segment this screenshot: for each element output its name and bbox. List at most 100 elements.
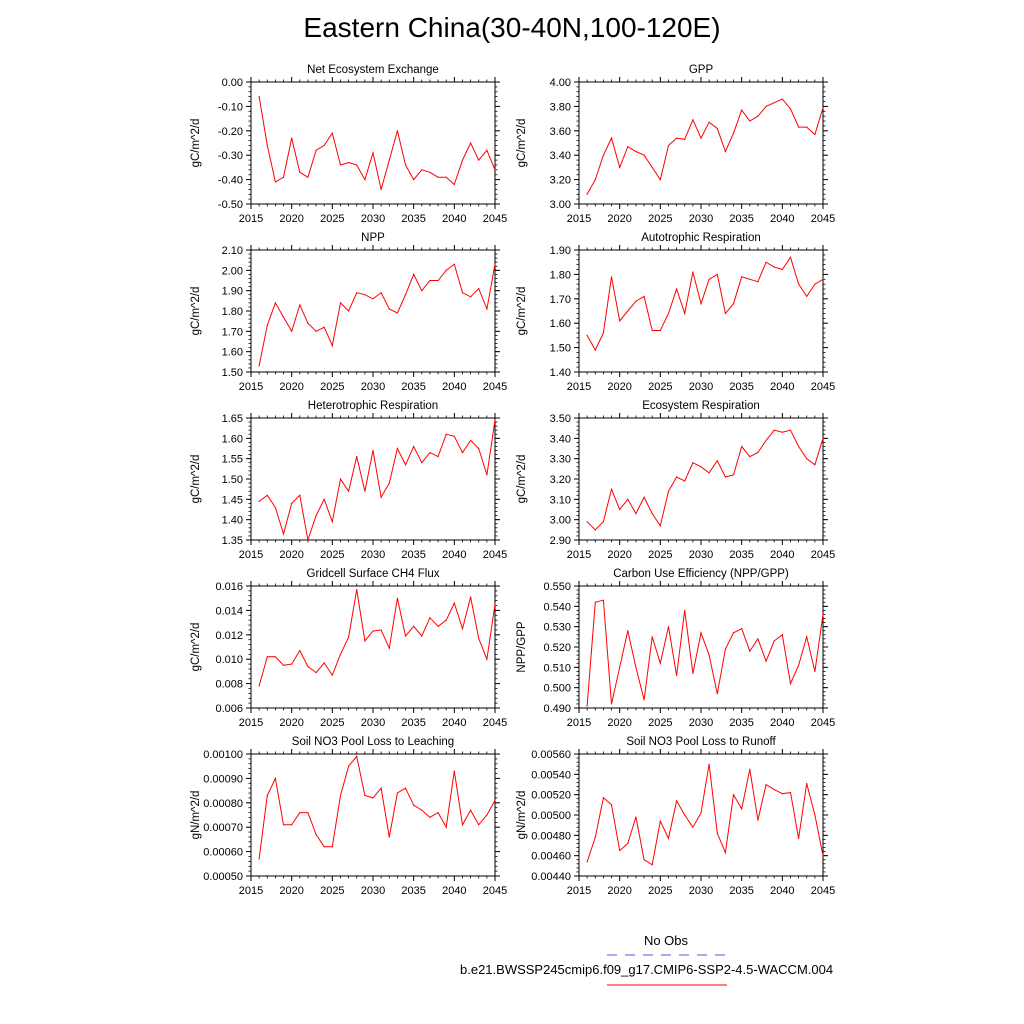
y-tick-label: 1.40 <box>550 367 571 379</box>
data-point <box>643 154 645 156</box>
data-point <box>372 630 374 632</box>
data-point <box>781 98 783 100</box>
data-point <box>627 310 629 312</box>
series-line <box>258 589 496 687</box>
data-point <box>822 613 824 616</box>
data-point <box>676 137 678 139</box>
x-tick-label: 2025 <box>320 549 344 561</box>
data-point <box>708 278 710 280</box>
x-tick-label: 2025 <box>648 213 672 225</box>
y-tick-label: 4.00 <box>550 77 571 89</box>
y-tick-label: 0.00100 <box>203 749 243 761</box>
y-tick-label: 3.00 <box>550 199 571 211</box>
y-tick-label: 3.20 <box>550 474 571 486</box>
data-point <box>323 846 325 848</box>
data-point <box>651 166 653 168</box>
data-point <box>659 820 661 822</box>
data-point <box>708 121 710 123</box>
chart-panel: Carbon Use Efficiency (NPP/GPP) NPP/GPP 0.… <box>516 568 835 729</box>
y-axis-label: NPP/GPP <box>516 621 528 672</box>
data-point <box>724 852 727 854</box>
data-point <box>635 300 637 302</box>
data-point <box>331 846 333 848</box>
x-tick-label: 2045 <box>811 213 835 225</box>
data-point <box>323 662 325 664</box>
x-tick-label: 2035 <box>729 549 753 561</box>
x-tick-label: 2035 <box>729 381 753 393</box>
data-point <box>619 666 621 668</box>
x-tick-label: 2035 <box>729 885 753 897</box>
data-point <box>486 149 488 151</box>
data-point <box>627 842 629 845</box>
y-tick-label: 1.40 <box>222 515 243 527</box>
data-point <box>348 310 350 312</box>
data-point <box>814 133 816 136</box>
data-point <box>291 137 293 139</box>
data-point <box>437 456 439 458</box>
series-line <box>586 98 824 195</box>
y-tick-label: 0.540 <box>543 601 571 613</box>
data-point <box>266 794 268 797</box>
x-tick-label: 2030 <box>689 717 713 729</box>
data-point <box>749 768 751 770</box>
legend-obs-label: No Obs <box>643 933 689 948</box>
chart-title: NPP <box>361 232 385 244</box>
y-tick-label: 2.00 <box>222 265 243 277</box>
data-point <box>396 792 398 794</box>
data-point <box>627 146 629 148</box>
data-point <box>413 179 415 181</box>
data-point <box>586 861 588 863</box>
chart-title: Autotrophic Respiration <box>641 232 761 244</box>
data-point <box>388 482 390 484</box>
data-point <box>404 164 407 166</box>
y-tick-label: 1.35 <box>222 535 243 547</box>
y-axis-label: gC/m^2/d <box>190 119 202 168</box>
x-tick-label: 2025 <box>320 381 344 393</box>
data-point <box>814 814 816 816</box>
data-point <box>594 836 596 838</box>
chart-title: Soil NO3 Pool Loss to Runoff <box>626 736 776 748</box>
y-tick-label: 2.10 <box>222 245 243 257</box>
x-tick-label: 2035 <box>401 381 425 393</box>
data-point <box>429 279 431 282</box>
data-point <box>806 126 808 128</box>
y-tick-label: 0.00080 <box>203 798 243 810</box>
y-tick-label: 0.530 <box>543 622 571 634</box>
x-tick-label: 2040 <box>770 549 794 561</box>
chart-panel: Net Ecosystem Exchange gC/m^2/d 0.00 -0.10 -… <box>190 64 507 225</box>
data-point <box>643 496 645 498</box>
data-point <box>307 176 309 178</box>
x-tick-label: 2025 <box>648 381 672 393</box>
data-point <box>291 663 293 665</box>
chart-title: Heterotrophic Respiration <box>308 400 438 412</box>
data-point <box>421 809 423 811</box>
data-point <box>602 599 605 601</box>
y-tick-label: 0.00560 <box>531 749 571 761</box>
data-point <box>258 96 260 98</box>
data-point <box>274 181 276 183</box>
y-tick-label: 0.00540 <box>531 769 571 781</box>
data-point <box>307 811 309 814</box>
y-tick-label: 3.60 <box>550 126 571 138</box>
data-point <box>429 816 431 819</box>
data-point <box>692 672 694 675</box>
data-point <box>781 268 783 271</box>
data-point <box>380 787 382 789</box>
data-point <box>380 292 382 294</box>
data-point <box>429 451 431 454</box>
x-tick-label: 2020 <box>279 885 303 897</box>
data-point <box>356 164 358 166</box>
x-tick-label: 2015 <box>567 717 591 729</box>
data-point <box>291 502 293 504</box>
data-point <box>773 429 775 431</box>
y-axis-label: gC/m^2/d <box>516 455 528 504</box>
data-point <box>789 256 792 258</box>
data-point <box>315 149 317 151</box>
chart-title: Soil NO3 Pool Loss to Leaching <box>292 736 454 748</box>
data-point <box>765 783 767 786</box>
data-point <box>307 665 309 668</box>
x-tick-label: 2030 <box>689 885 713 897</box>
data-point <box>299 811 301 814</box>
data-point <box>413 445 415 448</box>
y-axis-label: gN/m^2/d <box>190 791 202 840</box>
